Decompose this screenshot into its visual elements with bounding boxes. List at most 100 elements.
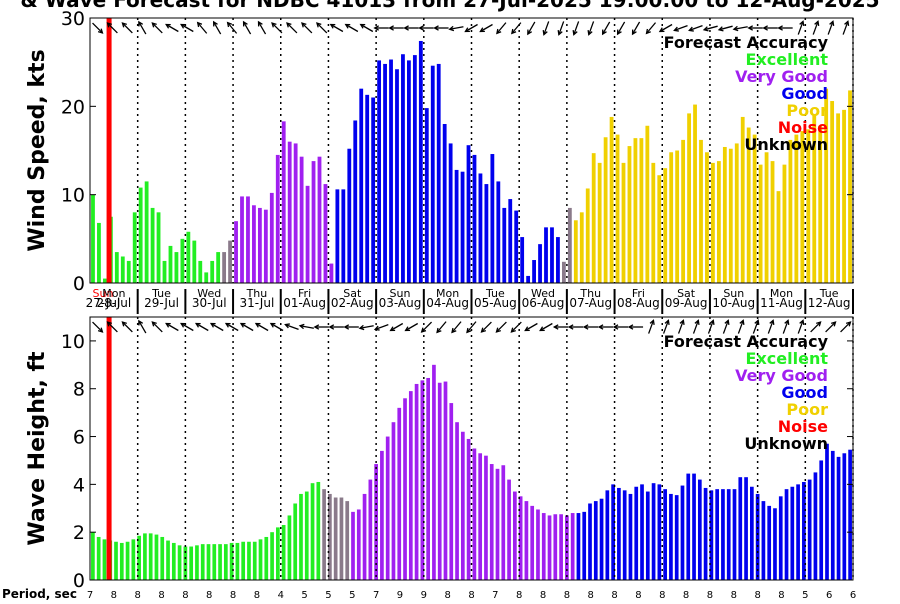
legend-item-noise: Noise: [778, 417, 828, 436]
arrow-head: [194, 322, 201, 328]
date-label: 03-Aug: [379, 296, 422, 310]
direction-arrow: [842, 20, 850, 35]
direction-arrow: [224, 322, 239, 332]
period-value: 8: [182, 590, 188, 600]
direction-arrow: [226, 21, 238, 34]
direction-arrow: [511, 22, 522, 35]
arrow-head: [724, 319, 730, 325]
data-bar: [501, 465, 506, 580]
data-bar: [91, 532, 95, 580]
data-bar: [752, 134, 757, 283]
arrow-head: [831, 321, 837, 327]
data-bar: [603, 137, 608, 283]
day-of-week-label: Tue: [819, 287, 839, 300]
direction-arrow: [677, 319, 685, 334]
data-bar: [442, 124, 447, 283]
arrow-shaft: [481, 321, 492, 333]
data-bar: [252, 541, 257, 580]
legend-item-very-good: Very Good: [735, 366, 828, 385]
direction-arrow: [315, 22, 328, 34]
data-bar: [162, 260, 167, 283]
direction-arrow: [496, 22, 507, 35]
day-of-week-label: Fri: [298, 287, 311, 300]
date-label: 31-Jul: [240, 296, 275, 310]
data-bar: [138, 187, 143, 283]
arrow-shaft: [659, 23, 673, 33]
arrow-shaft: [138, 320, 147, 334]
data-bar: [252, 205, 256, 283]
data-bar: [426, 377, 430, 580]
direction-arrow: [328, 324, 344, 330]
direction-arrow: [567, 324, 584, 330]
data-bar: [466, 145, 471, 283]
direction-arrow: [344, 23, 359, 33]
period-value: 5: [325, 590, 331, 600]
data-bar: [633, 138, 638, 283]
data-bar: [240, 196, 244, 283]
data-bar: [532, 260, 536, 283]
direction-arrow: [747, 25, 763, 31]
data-bar: [258, 539, 263, 580]
arrow-head: [448, 25, 455, 32]
data-bar: [674, 495, 679, 580]
data-bar: [241, 541, 246, 580]
legend-item-poor: Poor: [786, 101, 828, 120]
data-bar: [617, 487, 621, 580]
arrow-shaft: [257, 21, 267, 35]
legend-item-unknown: Unknown: [744, 434, 828, 453]
y-axis-label: Wave Height, ft: [25, 351, 50, 546]
date-label: 27-Jul: [86, 296, 121, 310]
arrow-head: [328, 324, 335, 330]
arrow-head: [106, 22, 112, 28]
data-bar: [722, 146, 727, 283]
data-bar: [362, 493, 367, 580]
arrow-head: [747, 25, 754, 31]
data-bar: [403, 398, 407, 580]
date-label: 29-Jul: [144, 296, 179, 310]
data-bar: [812, 115, 817, 283]
arrow-shaft: [588, 21, 595, 35]
arrow-head: [226, 21, 233, 28]
direction-arrow: [582, 324, 599, 330]
data-bar: [502, 207, 507, 283]
data-bar: [776, 191, 781, 283]
data-bar: [247, 541, 251, 580]
data-bar: [154, 534, 159, 580]
direction-arrow: [196, 21, 208, 34]
data-bar: [407, 60, 411, 284]
data-bar: [204, 272, 209, 283]
arrow-shaft: [286, 22, 298, 34]
day-of-week-label: Mon: [102, 287, 125, 300]
data-bar: [397, 407, 402, 580]
arrow-head: [212, 20, 218, 27]
data-bar: [276, 527, 280, 580]
arrow-head: [527, 29, 533, 36]
data-bar: [341, 189, 346, 283]
data-bar: [96, 536, 101, 580]
data-bar: [761, 501, 766, 580]
arrow-head: [673, 26, 679, 32]
period-value: 8: [468, 590, 474, 600]
arrow-shaft: [718, 25, 733, 31]
direction-arrow: [707, 319, 715, 334]
data-bar: [634, 486, 639, 580]
arrow-shaft: [573, 21, 580, 35]
data-bar: [430, 65, 435, 283]
data-bar: [806, 129, 811, 283]
data-bar: [195, 545, 199, 580]
arrow-head: [649, 319, 655, 325]
arrow-head: [739, 319, 745, 325]
data-bar: [424, 108, 429, 283]
y-tick-label: 30: [61, 8, 85, 30]
arrow-head: [271, 22, 277, 28]
data-bar: [359, 88, 364, 283]
data-bar: [645, 491, 650, 580]
data-bar: [567, 207, 572, 283]
data-bar: [732, 489, 737, 580]
arrow-shaft: [316, 22, 328, 34]
arrow-head: [627, 324, 634, 330]
data-bar: [432, 364, 436, 580]
data-bar: [585, 188, 590, 283]
arrow-head: [829, 20, 835, 26]
